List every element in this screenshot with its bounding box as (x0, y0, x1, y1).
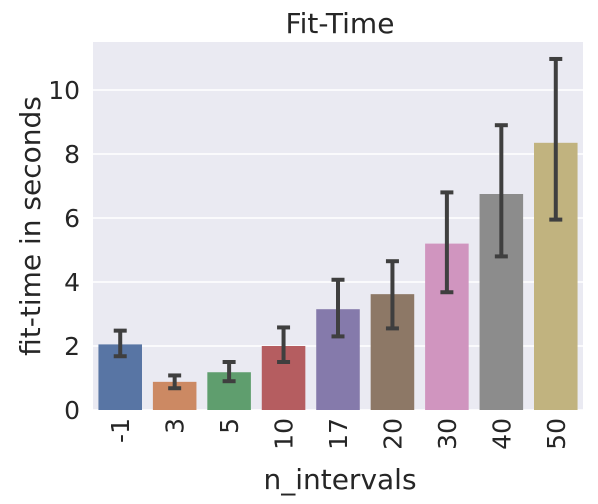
bars (98, 142, 578, 411)
x-axis-label: n_intervals (263, 463, 416, 496)
x-tick-label: 40 (487, 418, 516, 450)
y-tick-labels: 0 2 4 6 8 10 (48, 76, 80, 425)
x-tick-label: 10 (270, 418, 299, 450)
y-tick-label: 6 (64, 204, 80, 233)
x-tick-label: 50 (542, 418, 571, 450)
y-tick-label: 4 (64, 268, 80, 297)
x-tick-label: 17 (324, 418, 353, 450)
chart-title: Fit-Time (286, 7, 395, 40)
x-tick-label: -1 (106, 418, 135, 443)
y-tick-label: 0 (64, 396, 80, 425)
x-tick-label: 3 (161, 418, 190, 434)
error-bars (113, 56, 563, 391)
y-tick-label: 10 (48, 76, 80, 105)
y-axis-label: fit-time in seconds (14, 96, 47, 356)
y-tick-label: 2 (64, 332, 80, 361)
x-tick-labels: -1 3 5 10 17 20 30 40 50 (106, 418, 571, 450)
x-tick-label: 5 (215, 418, 244, 434)
y-tick-label: 8 (64, 140, 80, 169)
x-tick-label: 20 (378, 418, 407, 450)
x-tick-label: 30 (433, 418, 462, 450)
